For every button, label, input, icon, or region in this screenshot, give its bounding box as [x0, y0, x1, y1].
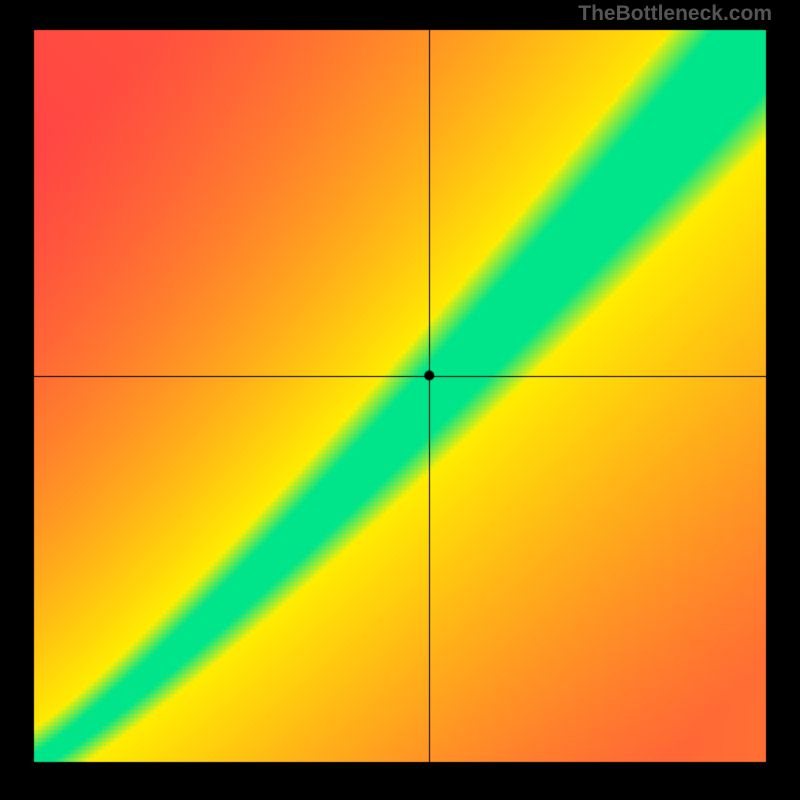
chart-container: { "canvas": { "width": 800, "height": 80… [0, 0, 800, 800]
bottleneck-heatmap [0, 0, 800, 800]
watermark-text: TheBottleneck.com [578, 2, 772, 26]
